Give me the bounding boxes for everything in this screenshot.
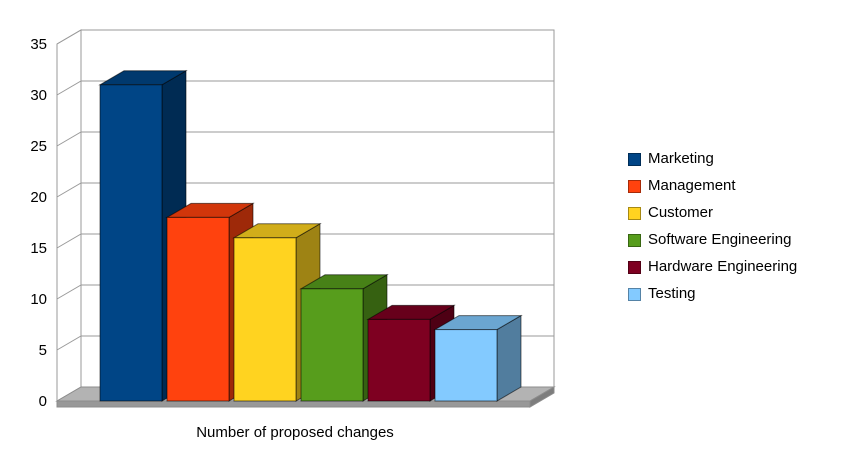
bar-customer — [233, 237, 297, 402]
y-tick-label: 15 — [30, 240, 47, 257]
legend-item-testing: Testing — [628, 285, 797, 303]
floor-front — [56, 400, 531, 408]
bar-software-engineering — [300, 288, 364, 402]
gridline — [56, 29, 554, 45]
y-tick-label: 35 — [30, 36, 47, 53]
y-tick-label: 25 — [30, 138, 47, 155]
legend-item-management: Management — [628, 177, 797, 195]
legend-swatch-hardware-engineering — [628, 260, 641, 274]
gridline — [56, 80, 554, 96]
legend-item-customer: Customer — [628, 204, 797, 222]
x-axis-title: Number of proposed changes — [196, 424, 394, 441]
legend-swatch-management — [628, 179, 641, 193]
gridline — [56, 233, 554, 249]
y-tick-label: 5 — [39, 342, 47, 359]
legend-item-marketing: Marketing — [628, 150, 797, 168]
y-tick-label: 10 — [30, 291, 47, 308]
left-wall — [56, 29, 82, 402]
bar-management — [166, 216, 230, 402]
y-tick-label: 0 — [39, 393, 47, 410]
bar-hardware-engineering — [367, 318, 431, 402]
bar-marketing — [99, 84, 163, 402]
y-tick-label: 30 — [30, 87, 47, 104]
legend-label-software-engineering: Software Engineering — [648, 231, 792, 248]
legend-label-customer: Customer — [648, 204, 714, 221]
gridline — [56, 284, 554, 300]
y-tick-label: 20 — [30, 189, 47, 206]
gridline — [56, 182, 554, 198]
legend-label-marketing: Marketing — [648, 150, 714, 167]
bar-side-testing — [496, 314, 522, 402]
chart-legend: Marketing Management Customer Software Engi… — [628, 150, 797, 312]
bar-testing — [434, 329, 498, 402]
legend-swatch-marketing — [628, 152, 641, 166]
legend-item-hardware-engineering: Hardware Engineering — [628, 258, 797, 276]
floor-side — [529, 386, 555, 408]
legend-swatch-testing — [628, 287, 641, 301]
gridline — [56, 131, 554, 147]
legend-label-testing: Testing — [648, 285, 696, 302]
legend-label-hardware-engineering: Hardware Engineering — [648, 258, 798, 275]
legend-swatch-customer — [628, 206, 641, 220]
legend-label-management: Management — [648, 177, 736, 194]
legend-item-software-engineering: Software Engineering — [628, 231, 797, 249]
legend-swatch-software-engineering — [628, 233, 641, 247]
